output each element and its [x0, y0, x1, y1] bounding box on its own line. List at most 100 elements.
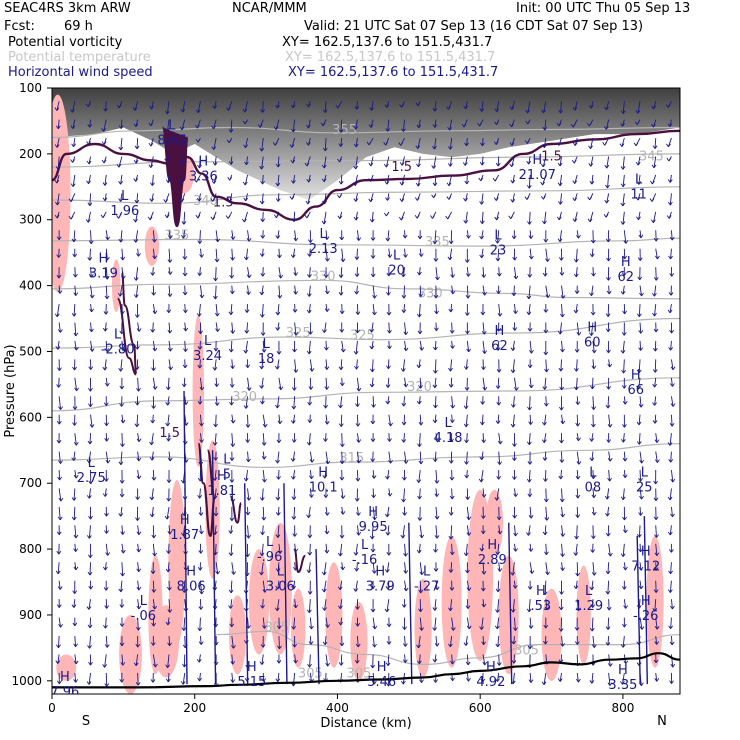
extremum-letter: L: [585, 584, 593, 599]
extremum-value: 2.89: [478, 553, 507, 568]
wind-vector-head: [118, 146, 124, 151]
wind-vector-head: [325, 258, 330, 262]
wind-vector: [544, 119, 547, 131]
wind-vector: [341, 340, 344, 353]
wind-vector: [261, 377, 264, 389]
wind-vector-head: [669, 236, 675, 241]
wind-vector-head: [478, 177, 484, 182]
wind-vector-head: [151, 476, 157, 481]
wind-vector-head: [102, 182, 108, 186]
wind-vector-head: [150, 272, 156, 276]
wind-vector: [559, 672, 562, 682]
wind-vector-head: [466, 273, 471, 277]
wind-vector-head: [415, 182, 421, 187]
wind-vector-head: [198, 512, 204, 516]
wind-vector: [560, 654, 562, 663]
wind-vector: [137, 433, 140, 442]
wind-vector: [451, 322, 453, 334]
wind-vector: [608, 414, 611, 428]
wind-vector: [576, 322, 580, 336]
wind-vector: [294, 562, 296, 571]
wind-vector-head: [197, 364, 203, 369]
wind-vector: [451, 285, 454, 295]
wind-vector: [512, 359, 515, 373]
wind-vector-head: [466, 678, 471, 682]
wind-vector: [199, 359, 201, 369]
wind-vector-head: [72, 622, 78, 627]
wind-vector: [277, 562, 280, 572]
wind-vector-head: [450, 627, 456, 631]
extremum-letter: H: [536, 584, 546, 599]
wind-vector-head: [588, 105, 594, 109]
wind-vector: [184, 636, 186, 648]
wind-vector-head: [228, 348, 234, 353]
wind-vector-head: [591, 511, 597, 516]
wind-vector-head: [324, 346, 329, 351]
wind-vector: [417, 174, 421, 187]
wind-vector: [262, 599, 264, 609]
wind-vector-head: [246, 291, 251, 295]
y-tick-label: 700: [19, 476, 42, 490]
wind-vector-head: [152, 347, 158, 352]
wind-vector: [340, 174, 343, 185]
wind-vector-head: [259, 200, 265, 205]
wind-vector-head: [322, 607, 327, 611]
wind-vector-head: [136, 531, 142, 536]
wind-vector-head: [134, 145, 140, 150]
wind-vector-head: [512, 443, 517, 447]
wind-vector: [512, 174, 515, 184]
wind-vector: [168, 525, 171, 535]
wind-vector: [294, 654, 297, 664]
wind-vector: [560, 359, 562, 372]
wind-extremum: H5.46: [367, 660, 396, 690]
wind-vector-head: [528, 235, 534, 239]
extremum-letter: H: [618, 663, 628, 678]
cloud-cell: [646, 535, 664, 668]
wind-vector-head: [434, 493, 440, 497]
wind-vector: [528, 599, 531, 612]
wind-vector-head: [262, 423, 268, 428]
wind-vector: [404, 451, 407, 464]
wind-vector: [90, 322, 92, 332]
wind-vector-head: [509, 142, 515, 146]
wind-vector-head: [666, 157, 672, 162]
wind-vector-head: [178, 161, 184, 165]
wind-vector-head: [621, 272, 627, 276]
wind-vector: [387, 654, 390, 666]
wind-vector-head: [606, 385, 611, 390]
wind-vector-head: [479, 220, 485, 224]
wind-vector: [152, 322, 154, 333]
pv-contour-label: 1.5: [541, 149, 562, 164]
wind-vector-head: [120, 549, 126, 554]
wind-vector: [591, 672, 594, 684]
wind-vector: [638, 433, 641, 445]
wind-vector-head: [524, 140, 530, 144]
wind-vector: [621, 672, 625, 685]
wind-vector-head: [669, 273, 675, 277]
wind-vector-head: [544, 551, 549, 556]
wind-vector: [199, 248, 203, 258]
wind-vector-head: [272, 142, 278, 146]
right-endpoint-label: N: [657, 714, 667, 729]
wind-vector-head: [464, 439, 469, 444]
wind-vector: [356, 304, 359, 315]
wind-vector-head: [510, 179, 516, 184]
wind-vector: [639, 340, 642, 351]
cloud-cell: [485, 489, 504, 556]
wind-vector-head: [401, 498, 406, 503]
extremum-value: 21.07: [519, 168, 556, 183]
cloud-cell: [291, 588, 306, 668]
wind-vector-head: [353, 551, 359, 556]
wind-vector: [152, 543, 156, 557]
wind-vector: [574, 211, 578, 222]
wind-vector-head: [85, 219, 91, 223]
wind-vector: [57, 340, 60, 350]
wind-vector-head: [88, 403, 93, 408]
wind-vector: [324, 101, 327, 113]
wind-vector: [561, 340, 563, 352]
wind-vector: [231, 635, 234, 649]
wind-vector-head: [466, 235, 471, 239]
wind-vector-head: [510, 199, 516, 203]
wind-vector: [261, 359, 264, 370]
wind-vector: [199, 672, 201, 682]
